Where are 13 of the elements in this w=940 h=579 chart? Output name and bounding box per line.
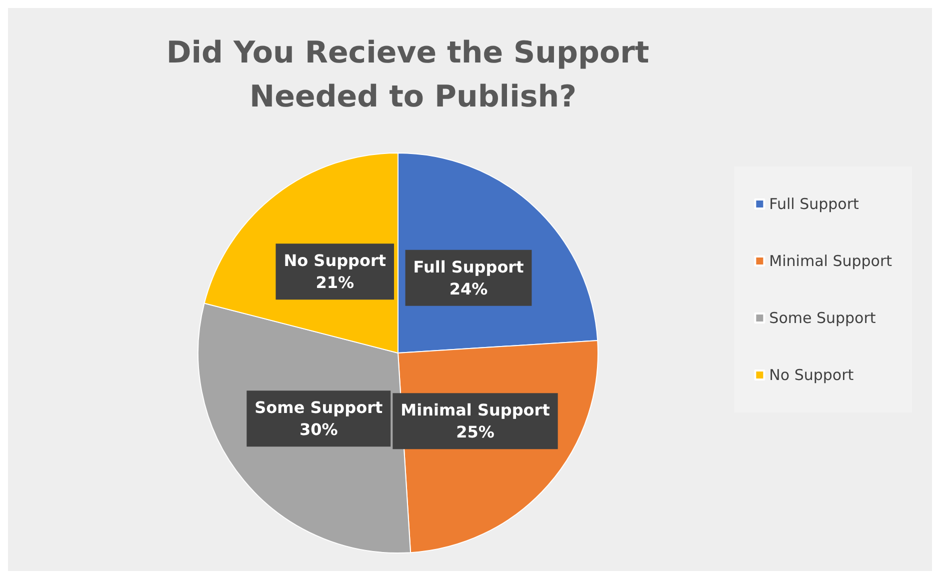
slice-label: Minimal Support — [400, 400, 550, 420]
chart-title: Did You Recieve the Support Needed to Publish? — [166, 36, 660, 114]
data-label: 24% — [449, 279, 488, 298]
slice-label: Some Support — [254, 398, 383, 418]
legend-label: Minimal Support — [769, 252, 892, 270]
legend-label: Full Support — [769, 195, 860, 213]
slice-label: Full Support — [413, 257, 524, 276]
data-label: 21% — [316, 273, 354, 292]
legend-label: No Support — [769, 366, 854, 384]
slice-label: No Support — [284, 251, 386, 270]
data-label: 25% — [456, 422, 494, 442]
data-label: 30% — [299, 420, 338, 440]
legend-label: Some Support — [769, 309, 876, 327]
